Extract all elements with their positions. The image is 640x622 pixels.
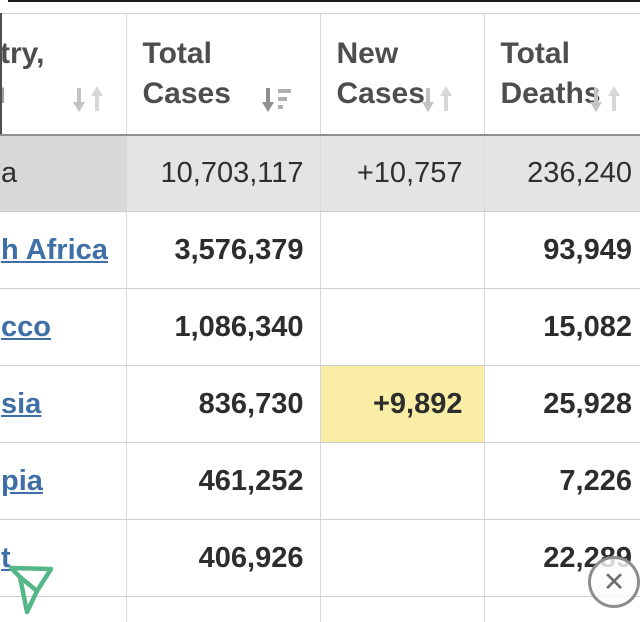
sort-descending-active-icon[interactable] [261,84,293,124]
table-row: t 406,926 22,289 [0,519,640,597]
new-cases-cell [319,288,484,366]
covid-stats-table: try, r Total Cas [0,13,640,622]
country-link[interactable]: cco [1,310,51,343]
new-cases-cell [319,442,484,520]
new-cases-cell [319,519,484,597]
country-cell: cco [0,288,126,366]
new-cases-header-line2: Cases [336,76,425,110]
close-button[interactable]: ✕ [588,556,640,608]
new-cases-header-line1: New [336,36,399,70]
total-cases-cell: 836,730 [125,365,320,443]
column-header-new-cases[interactable]: New Cases [319,13,484,136]
total-deaths-cell: 93,949 [483,211,640,289]
table-row-continent-total: a 10,703,117 +10,757 236,240 [0,134,640,212]
total-cases-cell: 461,252 [125,442,320,520]
total-cases-cell: 406,926 [125,519,320,597]
country-header-clipped-fragment: r [0,74,4,114]
close-icon: ✕ [602,566,626,597]
total-cases-header-line1: Total [142,36,212,70]
country-cell: a [0,134,126,212]
column-header-total-cases[interactable]: Total Cases [125,13,320,136]
top-divider [8,0,640,2]
table-row: sia 836,730 +9,892 25,928 [0,365,640,443]
country-cell: h Africa [0,211,126,289]
new-cases-cell [319,211,484,289]
total-deaths-cell: 25,928 [483,365,640,443]
country-link[interactable]: sia [1,387,42,420]
country-header-label: try, [0,36,45,70]
country-label: a [1,156,18,189]
table-row: cco 1,086,340 15,082 [0,288,640,366]
total-cases-cell: 1,086,340 [125,288,320,366]
total-cases-cell: 10,703,117 [125,134,320,212]
table-row-partial [0,596,640,622]
sort-both-icon[interactable] [72,84,106,124]
sort-both-icon[interactable] [589,84,623,124]
total-deaths-cell: 7,226 [483,442,640,520]
total-cases-cell: 3,576,379 [125,211,320,289]
header-row: try, r Total Cas [0,13,640,136]
green-paper-plane-logo-icon [6,558,56,622]
table-row: pia 461,252 7,226 [0,442,640,520]
new-cases-cell-highlighted: +9,892 [319,365,484,443]
country-cell: sia [0,365,126,443]
total-deaths-cell: 15,082 [483,288,640,366]
country-cell: pia [0,442,126,520]
sort-both-icon[interactable] [421,84,455,124]
total-deaths-header-line2: Deaths [500,76,601,110]
column-header-country[interactable]: try, r [0,13,126,136]
header-left-edge-divider [0,13,2,134]
table-row: h Africa 3,576,379 93,949 [0,211,640,289]
total-deaths-cell: 236,240 [483,134,640,212]
country-link[interactable]: t [1,541,11,574]
country-link[interactable]: pia [1,464,43,497]
country-link[interactable]: h Africa [1,233,108,266]
total-cases-header-line2: Cases [142,76,231,110]
column-header-total-deaths[interactable]: Total Deaths [483,13,640,136]
new-cases-cell: +10,757 [319,134,484,212]
total-deaths-header-line1: Total [500,36,570,70]
